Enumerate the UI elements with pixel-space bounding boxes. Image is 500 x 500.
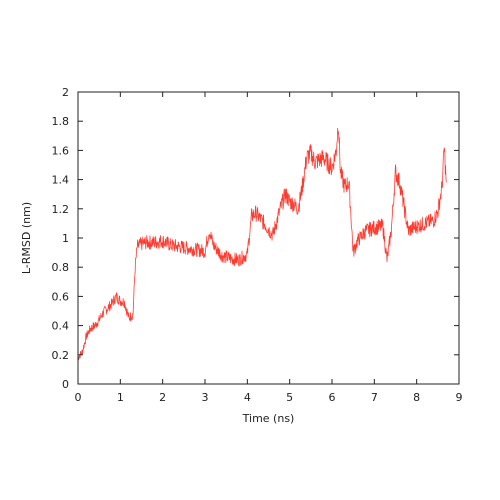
- rmsd-series-line: [77, 128, 447, 361]
- y-tick-label: 1.6: [52, 144, 70, 157]
- x-tick-label: 9: [456, 391, 463, 404]
- y-tick-label: 0.4: [52, 320, 70, 333]
- x-tick-label: 2: [159, 391, 166, 404]
- x-tick-label: 7: [371, 391, 378, 404]
- x-tick-label: 8: [413, 391, 420, 404]
- y-tick-label: 1: [62, 232, 69, 245]
- y-tick-label: 1.4: [52, 174, 70, 187]
- plot-frame: [77, 91, 460, 385]
- x-tick-label: 1: [117, 391, 124, 404]
- y-tick-label: 0.2: [52, 349, 70, 362]
- y-tick-label: 0.8: [52, 261, 70, 274]
- y-tick-label: 0: [62, 378, 69, 391]
- plot-area: [77, 128, 447, 361]
- x-tick-label: 0: [75, 391, 82, 404]
- x-tick-label: 5: [286, 391, 293, 404]
- y-tick-label: 1.2: [52, 203, 70, 216]
- y-tick-label: 1.8: [52, 115, 70, 128]
- y-tick-label: 2: [62, 86, 69, 99]
- x-tick-label: 6: [329, 391, 336, 404]
- y-tick-label: 0.6: [52, 290, 70, 303]
- y-axis-title: L-RMSD (nm): [20, 202, 33, 274]
- x-tick-label: 3: [202, 391, 209, 404]
- x-axis-title: Time (ns): [242, 412, 295, 425]
- x-tick-label: 4: [244, 391, 251, 404]
